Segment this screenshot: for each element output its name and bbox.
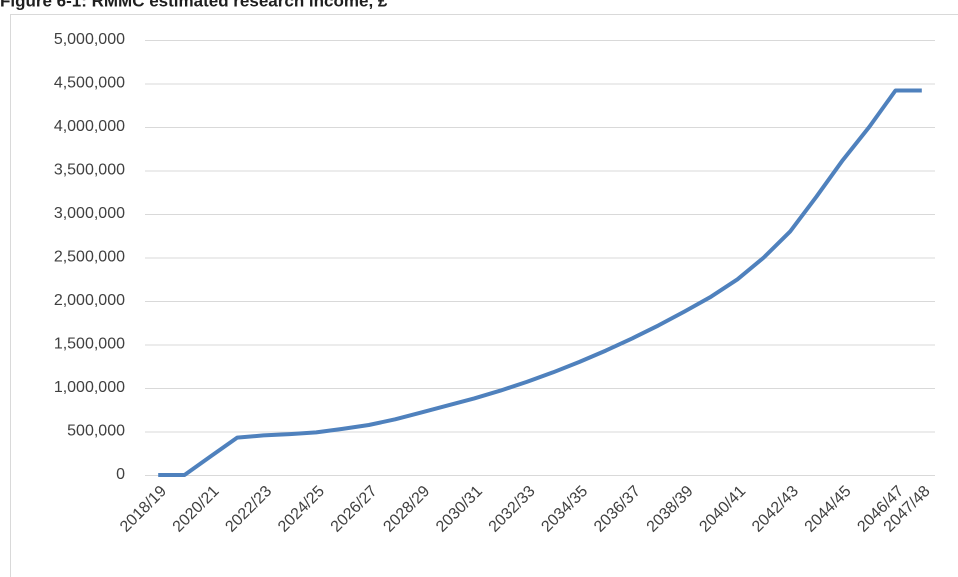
chart-title: Figure 6-1: RMMC estimated research inco…	[0, 0, 388, 10]
x-tick-label: 2030/31	[433, 483, 486, 536]
y-tick-label: 4,000,000	[54, 118, 125, 135]
x-tick-label: 2022/23	[222, 483, 275, 536]
x-tick-label: 2038/39	[644, 483, 697, 536]
y-tick-label: 1,500,000	[54, 336, 125, 353]
x-tick-label: 2034/35	[538, 483, 591, 536]
y-tick-label: 1,000,000	[54, 379, 125, 396]
line-series	[158, 88, 922, 477]
y-tick-label: 3,000,000	[54, 205, 125, 222]
y-tick-label: 4,500,000	[54, 75, 125, 92]
y-tick-label: 3,500,000	[54, 162, 125, 179]
y-tick-label: 2,000,000	[54, 292, 125, 309]
x-tick-label: 2044/45	[802, 483, 855, 536]
x-tick-label: 2020/21	[170, 483, 223, 536]
x-tick-label: 2042/43	[749, 483, 802, 536]
y-tick-label: 2,500,000	[54, 249, 125, 266]
chart-frame	[10, 14, 958, 577]
y-tick-label: 0	[116, 466, 125, 483]
x-tick-label: 2028/29	[380, 483, 433, 536]
x-tick-label: 2018/19	[117, 483, 170, 536]
y-tick-label: 5,000,000	[54, 31, 125, 48]
x-tick-label: 2024/25	[275, 483, 328, 536]
y-tick-label: 500,000	[67, 423, 125, 440]
x-tick-label: 2040/41	[696, 483, 749, 536]
x-tick-label: 2036/37	[591, 483, 644, 536]
x-tick-label: 2032/33	[486, 483, 539, 536]
x-tick-label: 2026/27	[328, 483, 381, 536]
